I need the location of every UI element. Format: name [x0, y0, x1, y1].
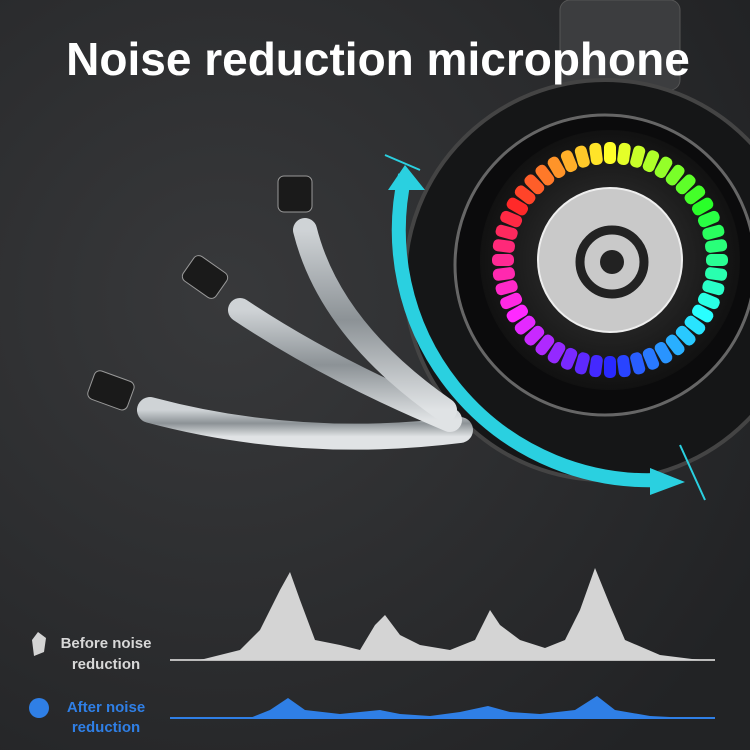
waveform-before [200, 568, 700, 660]
led [495, 280, 518, 296]
led [642, 150, 660, 173]
rgb-ring [492, 142, 728, 378]
logo [575, 225, 649, 299]
led [617, 355, 631, 378]
led [630, 352, 646, 375]
led [702, 224, 725, 240]
led [524, 174, 545, 195]
mic-boom [228, 298, 462, 432]
led [492, 267, 515, 281]
led [500, 292, 523, 310]
led [547, 156, 566, 179]
led [492, 239, 515, 253]
led [630, 145, 646, 168]
mic-tip [87, 370, 135, 411]
led [705, 267, 728, 281]
led [691, 197, 714, 216]
led [514, 315, 536, 335]
led [514, 185, 536, 205]
mic-tip [181, 255, 229, 299]
led [665, 334, 685, 356]
marker [384, 154, 421, 171]
logo-dot [600, 250, 624, 274]
led [535, 334, 555, 356]
led [642, 347, 660, 370]
led [697, 210, 720, 228]
led [691, 304, 714, 323]
led [654, 341, 673, 364]
led [500, 210, 523, 228]
led [589, 355, 603, 378]
led [560, 347, 578, 370]
legend-marker [32, 632, 46, 656]
led [604, 142, 616, 164]
legend-label: After noise [67, 699, 145, 716]
led [702, 280, 725, 296]
led [617, 142, 631, 165]
led [675, 325, 696, 346]
led [589, 142, 603, 165]
led [506, 304, 529, 323]
led [547, 341, 566, 364]
led [524, 325, 545, 346]
legend-label: Before noise [61, 635, 152, 652]
rotation-arrow [391, 173, 661, 488]
led [604, 356, 616, 378]
legend-label: reduction [72, 656, 140, 673]
waveform-after [250, 696, 690, 718]
led [535, 164, 555, 186]
led [665, 164, 685, 186]
led [506, 197, 529, 216]
led [574, 352, 590, 375]
arrow-head [388, 165, 425, 190]
led [684, 185, 706, 205]
mic-tip [277, 175, 313, 213]
led [706, 254, 728, 266]
led [705, 239, 728, 253]
legend-marker [29, 698, 49, 718]
arrow-head [650, 468, 685, 495]
led [560, 150, 578, 173]
mic-boom [293, 218, 457, 422]
led [495, 224, 518, 240]
mic-boom [137, 397, 473, 450]
marker [679, 444, 706, 501]
led [697, 292, 720, 310]
led [675, 174, 696, 195]
led [492, 254, 514, 266]
led [684, 315, 706, 335]
led [654, 156, 673, 179]
led [574, 145, 590, 168]
title: Noise reduction microphone [66, 33, 690, 85]
legend-label: reduction [72, 719, 140, 736]
